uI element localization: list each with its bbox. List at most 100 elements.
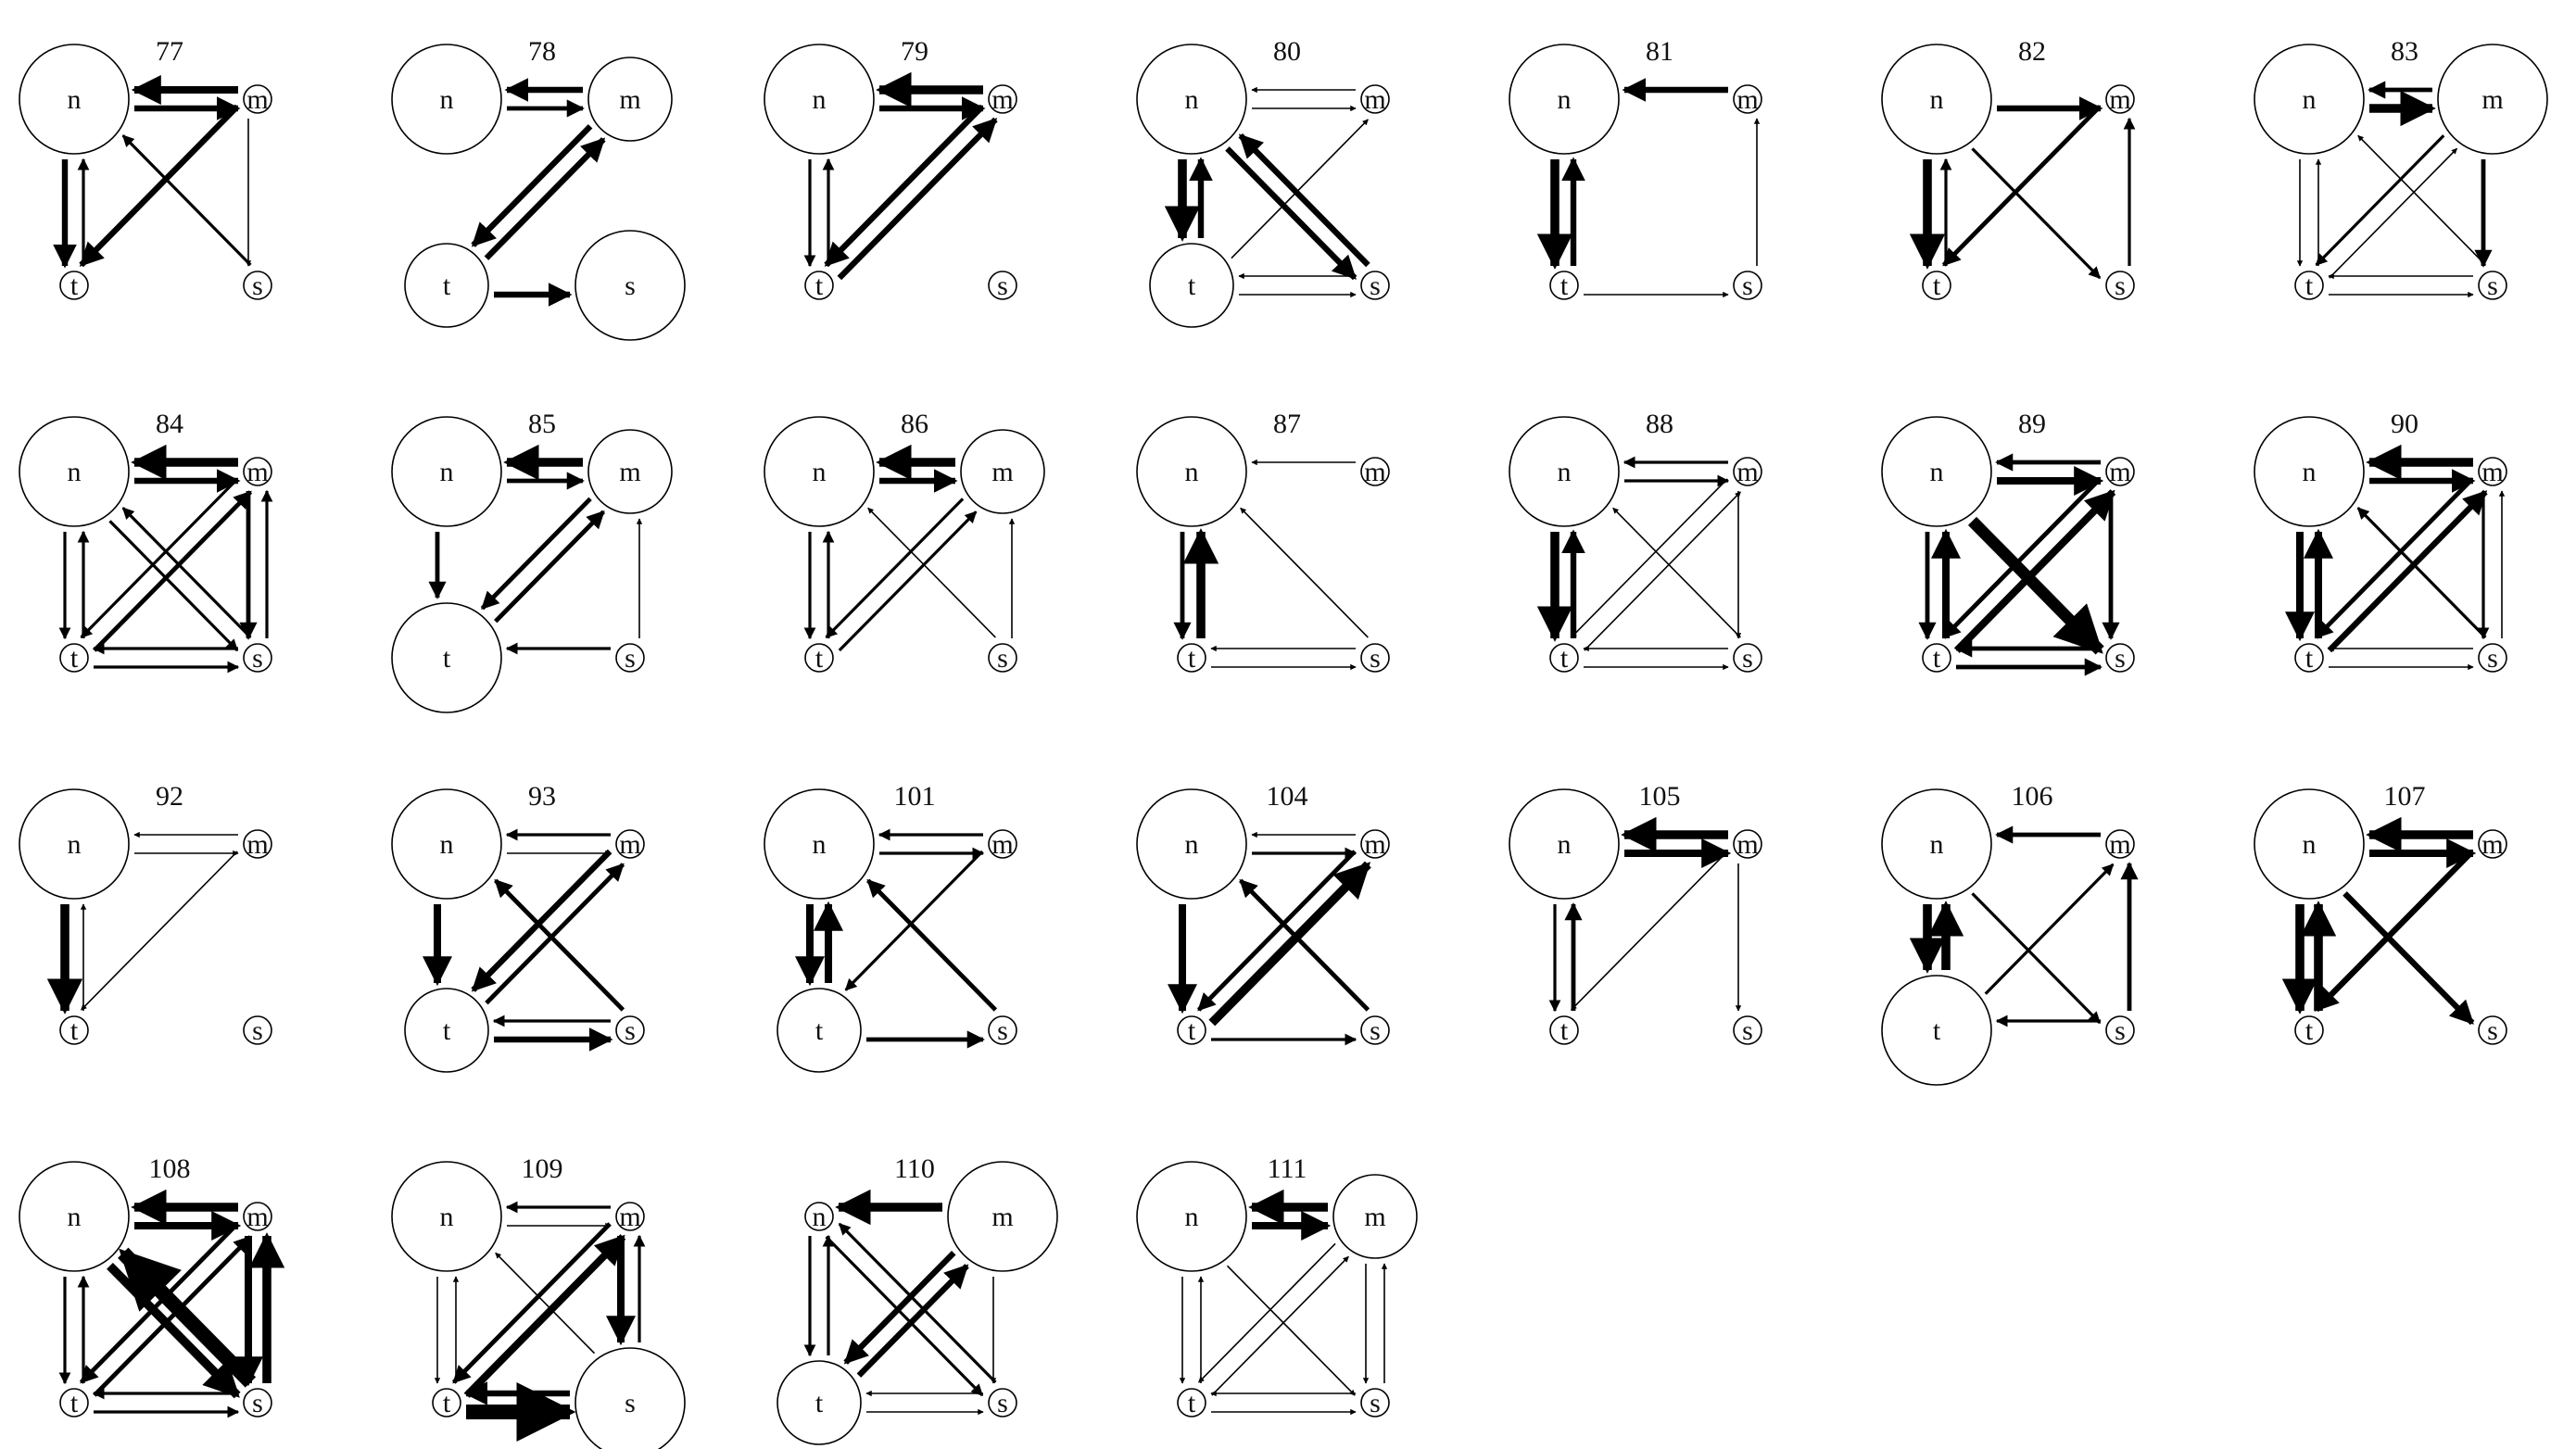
edge-arrow-n-to-s [108, 520, 239, 652]
node-s [988, 1015, 1017, 1045]
node-n [1509, 416, 1620, 527]
edge-arrow-t-to-m [93, 490, 253, 652]
node-m [988, 84, 1017, 114]
node-s [243, 1015, 272, 1045]
triad-panel: 108 n m t s [19, 1153, 285, 1418]
triad-panel: 82 n m t s [1881, 36, 2136, 301]
node-t [404, 988, 489, 1073]
triad-panel: 81 n m t s [1509, 36, 1762, 301]
node-t-label: t [70, 1015, 79, 1046]
node-t [2294, 271, 2324, 300]
node-t-label: t [1560, 643, 1569, 674]
node-t [1177, 1388, 1206, 1418]
node-m-label: m [991, 829, 1013, 860]
node-s [2105, 1015, 2135, 1045]
node-m [2105, 457, 2135, 486]
edge-arrow-s-to-n [1239, 878, 1370, 1012]
triad-panel: 93 n m t s [391, 781, 645, 1073]
node-n [2254, 416, 2365, 527]
edge-arrow-t-to-m [856, 1264, 969, 1378]
node-m [243, 1202, 272, 1231]
node-s [2478, 1015, 2507, 1045]
node-m-label: m [1364, 1202, 1385, 1232]
node-t [777, 988, 862, 1073]
node-m-label: m [2109, 84, 2130, 115]
node-t [804, 643, 834, 673]
edge-arrow-s-to-n [495, 1252, 596, 1354]
triad-panel: 85 n m t s [391, 409, 673, 713]
node-s [2105, 643, 2135, 673]
node-n-label: n [68, 457, 82, 487]
node-t-label: t [70, 1388, 79, 1418]
node-s [2478, 271, 2507, 300]
node-m [988, 829, 1017, 859]
triad-panel: 106 n m t s [1881, 781, 2139, 1086]
node-m [1733, 84, 1762, 114]
node-s-label: s [1370, 271, 1381, 301]
triad-panel: 79 n m t s [764, 36, 1017, 301]
triad-panel: 110 n m t s [777, 1153, 1058, 1445]
node-n [1136, 44, 1247, 155]
node-s-label: s [252, 1015, 263, 1046]
node-t [1922, 271, 1951, 300]
edge-arrow-m-to-t [2314, 849, 2475, 1013]
node-s [1733, 271, 1762, 300]
triad-panel: 86 n m t s [764, 409, 1045, 674]
node-s-label: s [997, 1015, 1008, 1046]
node-m-label: m [991, 1202, 1013, 1232]
node-m-label: m [2481, 84, 2503, 115]
node-t-label: t [1188, 1388, 1196, 1418]
node-m [1332, 1174, 1418, 1259]
edge-arrow-m-to-t [1196, 850, 1357, 1012]
edge-arrow-t-to-m [1984, 863, 2115, 995]
edge-arrow-t-to-m [2327, 489, 2488, 653]
triad-panel: 78 n m t s [391, 36, 686, 341]
node-n [1136, 416, 1247, 527]
node-m [587, 429, 673, 514]
node-n-label: n [440, 829, 454, 860]
edge-arrow-s-to-n [1612, 507, 1741, 638]
node-m-label: m [246, 84, 268, 115]
panel-id-label: 111 [1268, 1153, 1307, 1184]
node-m [947, 1161, 1058, 1272]
node-s-label: s [625, 643, 636, 674]
edge-arrow-s-to-n [2357, 134, 2486, 266]
node-n [19, 44, 130, 155]
node-s-label: s [2115, 1015, 2126, 1046]
node-s [988, 643, 1017, 673]
panel-id-label: 104 [1267, 781, 1308, 812]
edge-arrow-m-to-t [843, 1251, 956, 1365]
node-m-label: m [991, 457, 1013, 487]
edge-arrow-m-to-t [79, 104, 240, 268]
node-n [2254, 788, 2365, 900]
panel-id-label: 84 [156, 409, 183, 439]
node-m [243, 457, 272, 486]
node-s [1360, 643, 1390, 673]
edge-arrow-t-to-m [494, 510, 606, 624]
node-t [1549, 1015, 1579, 1045]
node-s-label: s [2487, 271, 2498, 301]
edge-arrow-s-to-n [838, 1222, 997, 1384]
node-n [1881, 44, 1992, 155]
node-n [1136, 1161, 1247, 1272]
node-t-label: t [443, 271, 451, 301]
node-n-label: n [1558, 829, 1572, 860]
node-t-label: t [1188, 271, 1196, 301]
node-n [2254, 44, 2365, 155]
node-t-label: t [1933, 271, 1941, 301]
node-m [1360, 84, 1390, 114]
edge-arrow-m-to-t [471, 124, 593, 247]
node-s [1360, 1015, 1390, 1045]
node-n-label: n [1185, 457, 1199, 487]
edge-arrow-t-to-m [2329, 147, 2458, 279]
node-n [391, 44, 502, 155]
edge-arrow-s-to-n [121, 134, 252, 267]
node-m-label: m [246, 457, 268, 487]
node-s [243, 643, 272, 673]
node-n-label: n [2303, 84, 2317, 115]
edge-arrow-m-to-t [824, 104, 985, 268]
node-t [777, 1360, 862, 1445]
node-t-label: t [443, 1388, 451, 1418]
node-t [1549, 271, 1579, 300]
